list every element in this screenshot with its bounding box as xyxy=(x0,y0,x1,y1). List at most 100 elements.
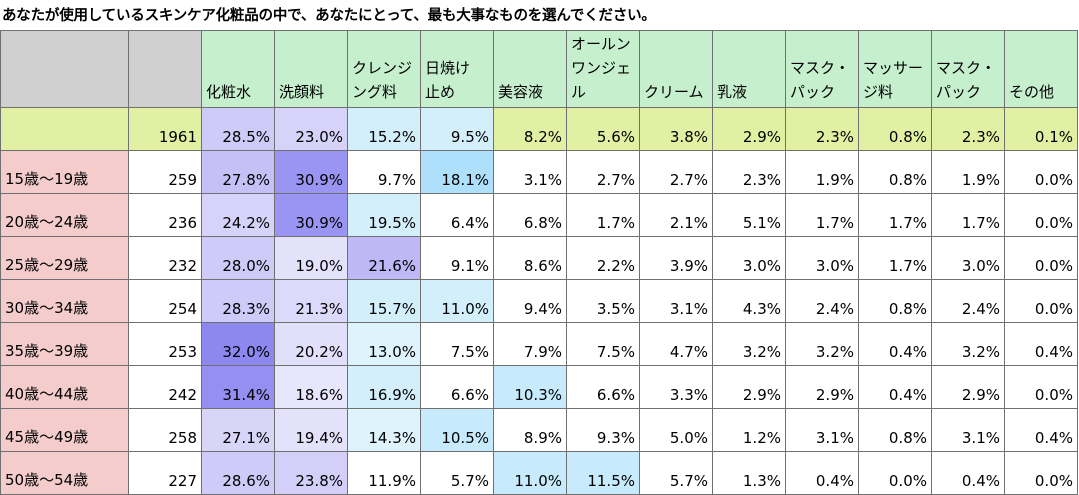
value-cell: 3.2% xyxy=(931,322,1005,366)
value-cell: 1.9% xyxy=(785,150,859,194)
total-value-cell: 3.8% xyxy=(639,107,713,151)
value-cell: 18.1% xyxy=(420,150,494,194)
header-row: 化粧水 洗顔料 クレンジ ング料 日焼け 止め 美容液 オールン ワンジェルクリーム 乳液 マスク・… xyxy=(0,30,1078,108)
column-header-line: オールン xyxy=(571,35,631,53)
row-count-cell: 259 xyxy=(128,150,202,194)
value-cell: 7.5% xyxy=(566,322,640,366)
row-count-cell: 232 xyxy=(128,236,202,280)
value-cell: 11.0% xyxy=(420,279,494,323)
column-header-line: 洗顔料 xyxy=(279,83,325,101)
column-header: クレンジ ング料 xyxy=(347,30,421,108)
table-body: 化粧水 洗顔料 クレンジ ング料 日焼け 止め 美容液 オールン ワンジェルクリーム 乳液 マスク・… xyxy=(0,30,1078,495)
column-header: マッサー ジ料 xyxy=(858,30,932,108)
table-row: 20歳～24歳 236 24.2% 30.9% 19.5% 6.4% 6.8% 1.7% 2.1… xyxy=(0,193,1078,237)
value-cell: 6.6% xyxy=(566,365,640,409)
row-label-cell: 35歳～39歳 xyxy=(0,322,129,366)
row-label-cell: 30歳～34歳 xyxy=(0,279,129,323)
table-row: 40歳～44歳 242 31.4% 18.6% 16.9% 6.6% 10.3% 6.6% 3.… xyxy=(0,365,1078,409)
column-header: 洗顔料 xyxy=(274,30,348,108)
value-cell: 8.9% xyxy=(493,408,567,452)
total-value-cell: 23.0% xyxy=(274,107,348,151)
value-cell: 30.9% xyxy=(274,150,348,194)
value-cell: 3.2% xyxy=(785,322,859,366)
value-cell: 10.3% xyxy=(493,365,567,409)
value-cell: 5.1% xyxy=(712,193,786,237)
row-label-cell: 25歳～29歳 xyxy=(0,236,129,280)
value-cell: 0.4% xyxy=(1004,408,1078,452)
value-cell: 3.1% xyxy=(931,408,1005,452)
row-count-cell: 254 xyxy=(128,279,202,323)
value-cell: 23.8% xyxy=(274,451,348,495)
column-header-line: マッサー xyxy=(863,59,924,77)
value-cell: 1.3% xyxy=(712,451,786,495)
table-row: 25歳～29歳 232 28.0% 19.0% 21.6% 9.1% 8.6% 2.2% 3.9… xyxy=(0,236,1078,280)
value-cell: 1.7% xyxy=(858,236,932,280)
column-header-line: ル xyxy=(571,83,587,101)
value-cell: 3.1% xyxy=(639,279,713,323)
table-row: 30歳～34歳 254 28.3% 21.3% 15.7% 11.0% 9.4% 3.5% 3.… xyxy=(0,279,1078,323)
value-cell: 3.5% xyxy=(566,279,640,323)
column-header-line: ジ料 xyxy=(863,83,894,101)
value-cell: 9.1% xyxy=(420,236,494,280)
value-cell: 5.7% xyxy=(639,451,713,495)
value-cell: 28.6% xyxy=(201,451,275,495)
value-cell: 3.0% xyxy=(785,236,859,280)
value-cell: 27.1% xyxy=(201,408,275,452)
total-count-cell: 1961 xyxy=(128,107,202,151)
value-cell: 31.4% xyxy=(201,365,275,409)
value-cell: 4.3% xyxy=(712,279,786,323)
total-value-cell: 0.1% xyxy=(1004,107,1078,151)
column-header: その他 xyxy=(1004,30,1078,108)
value-cell: 0.0% xyxy=(1004,236,1078,280)
column-header-line: 乳液 xyxy=(717,83,748,101)
value-cell: 0.0% xyxy=(858,451,932,495)
value-cell: 5.0% xyxy=(639,408,713,452)
survey-table: 化粧水 洗顔料 クレンジ ング料 日焼け 止め 美容液 オールン ワンジェルクリーム 乳液 マスク・… xyxy=(0,30,1078,495)
column-header: マスク・ パック xyxy=(785,30,859,108)
value-cell: 11.5% xyxy=(566,451,640,495)
value-cell: 14.3% xyxy=(347,408,421,452)
value-cell: 8.6% xyxy=(493,236,567,280)
value-cell: 20.2% xyxy=(274,322,348,366)
value-cell: 1.2% xyxy=(712,408,786,452)
value-cell: 1.7% xyxy=(858,193,932,237)
value-cell: 21.3% xyxy=(274,279,348,323)
value-cell: 5.7% xyxy=(420,451,494,495)
column-header: オールン ワンジェル xyxy=(566,30,640,108)
column-header: 化粧水 xyxy=(201,30,275,108)
value-cell: 4.7% xyxy=(639,322,713,366)
value-cell: 0.4% xyxy=(858,365,932,409)
value-cell: 7.9% xyxy=(493,322,567,366)
value-cell: 19.4% xyxy=(274,408,348,452)
value-cell: 27.8% xyxy=(201,150,275,194)
value-cell: 2.9% xyxy=(785,365,859,409)
value-cell: 0.0% xyxy=(1004,279,1078,323)
column-header-line: マスク・ xyxy=(790,59,850,77)
column-header-line: パック xyxy=(936,83,982,101)
total-value-cell: 2.9% xyxy=(712,107,786,151)
row-count-cell: 253 xyxy=(128,322,202,366)
value-cell: 0.8% xyxy=(858,279,932,323)
value-cell: 2.9% xyxy=(712,365,786,409)
corner-cell xyxy=(0,30,129,108)
row-label-cell: 40歳～44歳 xyxy=(0,365,129,409)
column-header: 美容液 xyxy=(493,30,567,108)
column-header-line: その他 xyxy=(1009,83,1055,101)
table-row: 45歳～49歳 258 27.1% 19.4% 14.3% 10.5% 8.9% 9.3% 5.… xyxy=(0,408,1078,452)
value-cell: 0.4% xyxy=(931,451,1005,495)
total-label-cell xyxy=(0,107,129,151)
table-row: 15歳～19歳 259 27.8% 30.9% 9.7% 18.1% 3.1% 2.7% 2.7… xyxy=(0,150,1078,194)
count-header-cell xyxy=(128,30,202,108)
value-cell: 28.3% xyxy=(201,279,275,323)
table-row: 50歳～54歳 227 28.6% 23.8% 11.9% 5.7% 11.0% 11.5% 5… xyxy=(0,451,1078,495)
total-value-cell: 8.2% xyxy=(493,107,567,151)
value-cell: 0.4% xyxy=(785,451,859,495)
value-cell: 28.0% xyxy=(201,236,275,280)
value-cell: 1.9% xyxy=(931,150,1005,194)
value-cell: 2.3% xyxy=(712,150,786,194)
column-header-line: ワンジェ xyxy=(571,59,632,77)
value-cell: 2.1% xyxy=(639,193,713,237)
value-cell: 32.0% xyxy=(201,322,275,366)
row-count-cell: 242 xyxy=(128,365,202,409)
column-header-line: 化粧水 xyxy=(206,83,252,101)
